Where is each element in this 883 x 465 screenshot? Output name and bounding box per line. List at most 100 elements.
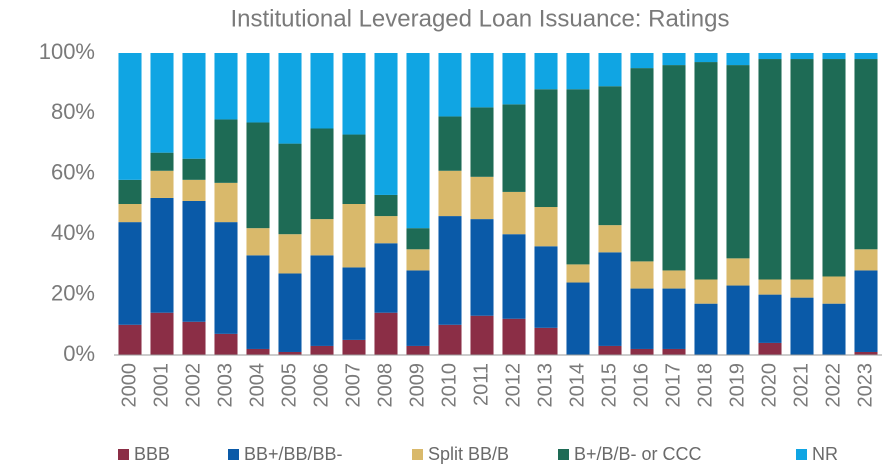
x-tick-label: 2006	[310, 363, 332, 408]
bar-segment	[278, 351, 302, 355]
bar-segment	[822, 303, 846, 355]
bar-segment	[566, 89, 590, 265]
legend-label: NR	[812, 444, 838, 464]
bar-segment	[854, 270, 878, 352]
bar-segment	[758, 342, 782, 355]
bar-segment	[502, 234, 526, 319]
bar-segment	[502, 191, 526, 235]
bar-segment	[630, 261, 654, 289]
x-tick-label: 2005	[278, 363, 300, 408]
bar-segment	[374, 194, 398, 217]
bar-segment	[118, 179, 142, 204]
bar-segment	[662, 348, 686, 355]
bar-segment	[630, 68, 654, 262]
bar-segment	[150, 197, 174, 313]
y-tick-label: 80%	[51, 99, 95, 124]
bar-segment	[726, 53, 750, 66]
bar-segment	[630, 53, 654, 69]
x-tick-label: 2002	[182, 363, 204, 408]
bar-segment	[598, 225, 622, 253]
x-tick-label: 2022	[822, 363, 844, 408]
bar-segment	[150, 152, 174, 171]
bar-segment	[310, 345, 334, 355]
bar-segment	[630, 288, 654, 349]
bar-segment	[566, 53, 590, 90]
bar-segment	[214, 53, 238, 120]
bar-segment	[534, 207, 558, 247]
bar-segment	[246, 228, 270, 256]
bar-segment	[598, 345, 622, 355]
legend-swatch	[228, 449, 239, 460]
bar-segment	[694, 279, 718, 304]
bar-segment	[342, 267, 366, 340]
bar-segment	[694, 53, 718, 63]
x-tick-label: 2014	[566, 363, 588, 408]
bar-segment	[470, 107, 494, 177]
bar-segment	[694, 303, 718, 355]
bar-segment	[150, 312, 174, 355]
x-tick-label: 2003	[214, 363, 236, 408]
bar-segment	[822, 59, 846, 277]
bar-segment	[854, 53, 878, 60]
bar-segment	[662, 65, 686, 271]
bar-segment	[598, 53, 622, 87]
bar-segment	[694, 62, 718, 280]
bar-segment	[822, 53, 846, 60]
bar-segment	[406, 270, 430, 346]
bar-segment	[726, 258, 750, 286]
bar-segment	[342, 339, 366, 355]
bar-segment	[278, 273, 302, 352]
x-tick-label: 2015	[598, 363, 620, 408]
bar-segment	[118, 204, 142, 223]
x-tick-label: 2019	[726, 363, 748, 408]
bar-segment	[470, 219, 494, 316]
x-tick-label: 2013	[534, 363, 556, 408]
bar-segment	[790, 279, 814, 298]
bar-segment	[470, 176, 494, 220]
bar-segment	[214, 119, 238, 183]
y-tick-label: 100%	[39, 39, 95, 64]
x-tick-label: 2020	[758, 363, 780, 408]
bar-segment	[182, 321, 206, 355]
bar-segment	[534, 246, 558, 328]
x-tick-label: 2004	[246, 363, 268, 408]
bar-segment	[502, 104, 526, 192]
bar-segment	[662, 288, 686, 349]
legend-swatch	[796, 449, 807, 460]
bar-segment	[310, 219, 334, 256]
x-tick-label: 2009	[406, 363, 428, 408]
legend-swatch	[412, 449, 423, 460]
bar-segment	[342, 134, 366, 204]
bar-segment	[374, 216, 398, 244]
bar-segment	[406, 249, 430, 271]
bar-segment	[534, 53, 558, 90]
bar-segment	[246, 53, 270, 123]
legend-label: B+/B/B- or CCC	[574, 444, 702, 464]
bar-segment	[182, 200, 206, 322]
x-tick-label: 2018	[694, 363, 716, 408]
bar-segment	[534, 89, 558, 208]
bar-segment	[438, 116, 462, 171]
x-tick-label: 2000	[118, 363, 140, 408]
bar-segment	[438, 324, 462, 355]
bar-segment	[310, 128, 334, 220]
bar-segment	[438, 170, 462, 217]
bar-segment	[854, 351, 878, 355]
bar-segment	[854, 59, 878, 250]
bar-segment	[438, 53, 462, 117]
bar-segment	[534, 327, 558, 355]
bar-segment	[502, 53, 526, 105]
x-tick-label: 2010	[438, 363, 460, 408]
legend-label: Split BB/B	[428, 444, 509, 464]
bar-segment	[822, 276, 846, 304]
bar-segment	[406, 53, 430, 229]
bar-segment	[662, 53, 686, 66]
y-tick-label: 40%	[51, 220, 95, 245]
bar-segment	[310, 255, 334, 346]
bar-segment	[470, 315, 494, 355]
x-tick-label: 2007	[342, 363, 364, 408]
bar-segment	[246, 122, 270, 229]
bar-segment	[150, 53, 174, 153]
bar-segment	[118, 53, 142, 180]
bar-segment	[246, 255, 270, 349]
